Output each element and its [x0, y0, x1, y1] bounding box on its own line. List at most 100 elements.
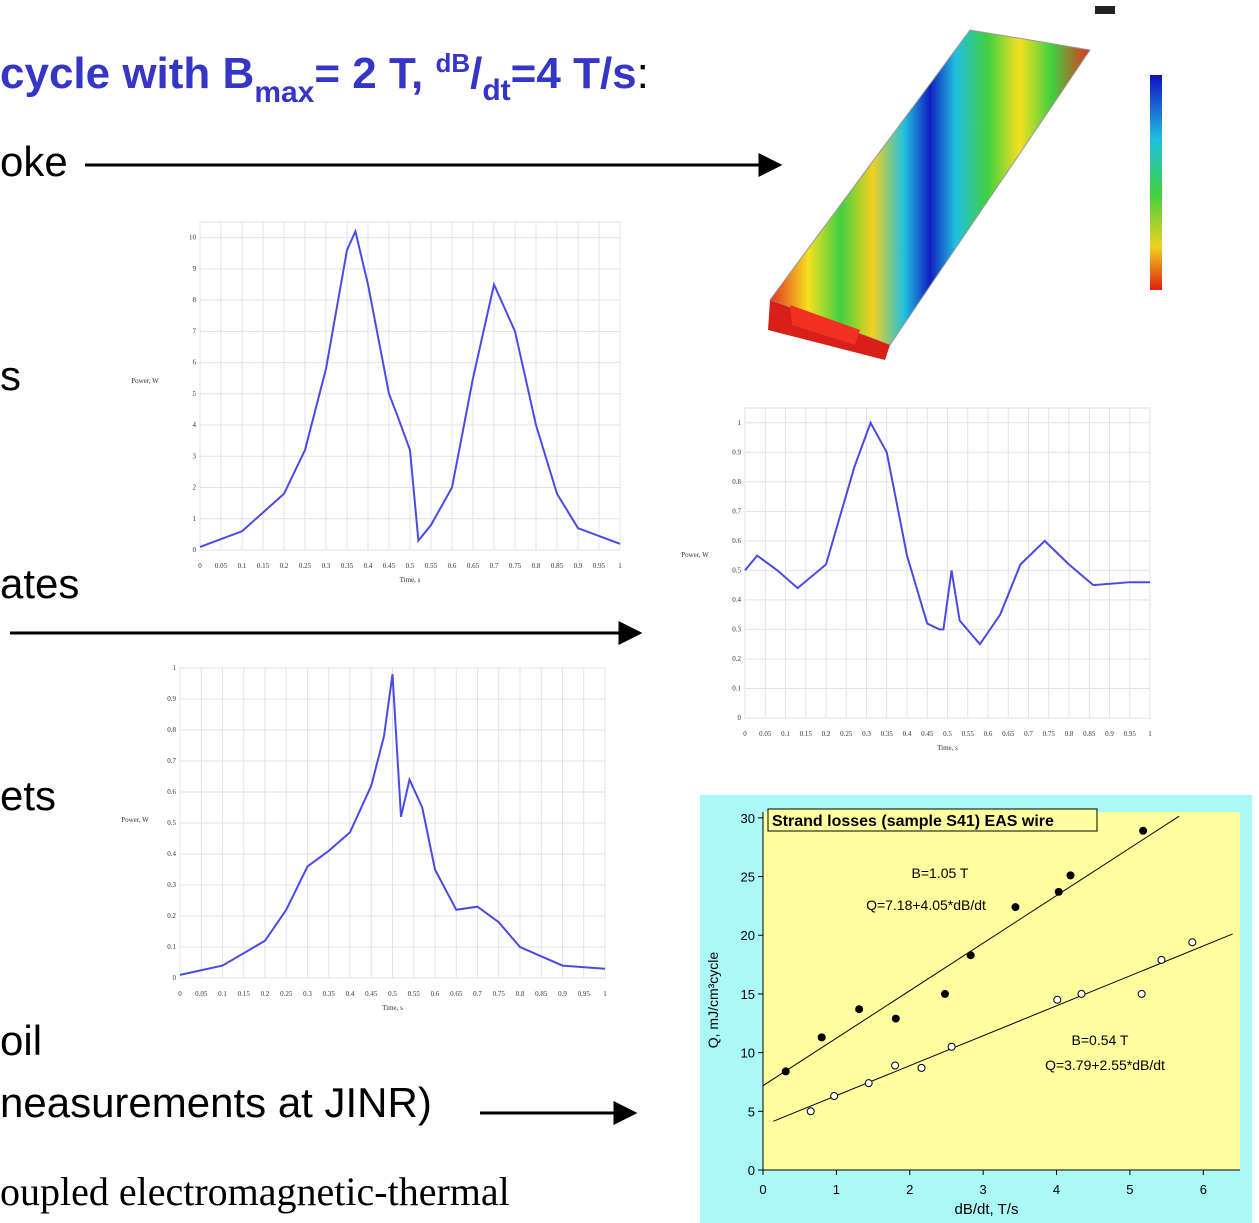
x-tick-label: 0.1	[218, 990, 227, 998]
x-tick-label: 0.75	[1043, 730, 1056, 738]
x-axis-label: Time, s	[400, 576, 421, 584]
y-tick-label: 1	[193, 515, 197, 523]
x-tick-label: 0.05	[759, 730, 772, 738]
y-tick-label: 0.2	[732, 655, 741, 663]
scatter-point	[1158, 956, 1165, 963]
x-tick-label: 1	[833, 1182, 840, 1197]
x-tick-label: 0.25	[280, 990, 293, 998]
title-text: = 2 T,	[314, 49, 435, 98]
x-tick-label: 0.95	[578, 990, 591, 998]
title-sub: dt	[482, 74, 510, 107]
x-tick-label: 0.15	[800, 730, 813, 738]
title-text: cycle with B	[0, 49, 254, 98]
bullet-text: oil	[0, 1017, 42, 1064]
y-tick-label: 0.1	[167, 943, 176, 951]
scatter-point	[918, 1064, 925, 1071]
scatter-point	[807, 1108, 814, 1115]
x-tick-label: 0.2	[261, 990, 270, 998]
y-tick-label: 3	[193, 452, 197, 460]
y-tick-label: 5	[748, 1104, 755, 1119]
slide-title: cycle with Bmax= 2 T, dB/dt=4 T/s:	[0, 48, 649, 109]
y-tick-label: 0.9	[732, 448, 741, 456]
fit-label: Q=7.18+4.05*dB/dt	[866, 897, 986, 913]
x-tick-label: 0.65	[1002, 730, 1015, 738]
x-tick-label: 0.65	[450, 990, 463, 998]
x-tick-label: 4	[1053, 1182, 1060, 1197]
y-axis-label: Power, W	[121, 816, 149, 824]
y-tick-label: 0.4	[732, 596, 741, 604]
x-tick-label: 1	[618, 562, 622, 570]
scatter-point	[1138, 990, 1145, 997]
scatter-point	[892, 1062, 899, 1069]
y-tick-label: 5	[193, 390, 197, 398]
y-axis-label: Power, W	[681, 551, 709, 559]
y-tick-label: 1	[173, 664, 177, 672]
scatter-point	[1189, 939, 1196, 946]
scatter-point	[941, 990, 948, 997]
x-tick-label: 0.45	[921, 730, 934, 738]
x-tick-label: 0	[198, 562, 202, 570]
scatter-point	[1055, 888, 1062, 895]
x-tick-label: 0.35	[341, 562, 354, 570]
x-tick-label: 0.2	[822, 730, 831, 738]
scatter-point	[782, 1068, 789, 1075]
x-tick-label: 0.85	[535, 990, 548, 998]
x-tick-label: 0	[178, 990, 182, 998]
scatter-point	[1012, 904, 1019, 911]
y-tick-label: 10	[741, 1046, 755, 1061]
y-tick-label: 0.6	[167, 788, 176, 796]
y-axis-label: Power, W	[131, 377, 159, 385]
x-tick-label: 0.65	[467, 562, 480, 570]
x-tick-label: 0.95	[593, 562, 606, 570]
x-tick-label: 0.6	[448, 562, 457, 570]
y-tick-label: 30	[741, 811, 755, 826]
y-tick-label: 0.8	[732, 478, 741, 486]
bullet-text: oke	[0, 138, 68, 185]
x-tick-label: 0.6	[984, 730, 993, 738]
y-tick-label: 0.8	[167, 726, 176, 734]
x-axis-label: Time, s	[937, 744, 958, 752]
title-sup: dB	[435, 48, 470, 78]
scatter-point	[948, 1043, 955, 1050]
x-tick-label: 0.4	[364, 562, 373, 570]
x-tick-label: 6	[1200, 1182, 1207, 1197]
x-tick-label: 0.5	[388, 990, 397, 998]
y-tick-label: 6	[193, 359, 197, 367]
scatter-point	[1054, 996, 1061, 1003]
y-tick-label: 0	[193, 546, 197, 554]
chart-title: Strand losses (sample S41) EAS wire	[772, 813, 1054, 830]
footer-text: oupled electromagnetic-thermal	[0, 1169, 510, 1214]
y-tick-label: 0.6	[732, 537, 741, 545]
x-tick-label: 0.6	[431, 990, 440, 998]
x-tick-label: 0.85	[1083, 730, 1096, 738]
scatter-point	[967, 952, 974, 959]
title-text: /	[470, 49, 482, 98]
x-axis-label: Time, s	[382, 1004, 403, 1012]
x-tick-label: 0.25	[299, 562, 312, 570]
y-tick-label: 0	[748, 1163, 755, 1178]
y-tick-label: 0.3	[167, 881, 176, 889]
y-tick-label: 0.1	[732, 684, 741, 692]
bullet-text: ates	[0, 560, 79, 607]
x-tick-label: 0.4	[903, 730, 912, 738]
x-tick-label: 0.55	[425, 562, 438, 570]
x-tick-label: 0.15	[257, 562, 270, 570]
y-tick-label: 0.7	[732, 507, 741, 515]
slide: cycle with Bmax= 2 T, dB/dt=4 T/s: oke s…	[0, 0, 1259, 1223]
y-tick-label: 0.5	[167, 819, 176, 827]
series-label: B=0.54 T	[1072, 1032, 1129, 1048]
scatter-point	[1067, 872, 1074, 879]
scatter-point	[1140, 827, 1147, 834]
bullet-text: s	[0, 352, 21, 399]
scatter-point	[892, 1015, 899, 1022]
bullet-text: ets	[0, 772, 56, 819]
x-tick-label: 0.2	[280, 562, 289, 570]
x-tick-label: 0.4	[346, 990, 355, 998]
x-tick-label: 1	[1148, 730, 1152, 738]
x-tick-label: 0.35	[323, 990, 336, 998]
y-tick-label: 8	[193, 296, 197, 304]
x-tick-label: 0.85	[551, 562, 564, 570]
x-tick-label: 0.8	[532, 562, 541, 570]
x-tick-label: 0.1	[781, 730, 790, 738]
x-tick-label: 0.3	[862, 730, 871, 738]
